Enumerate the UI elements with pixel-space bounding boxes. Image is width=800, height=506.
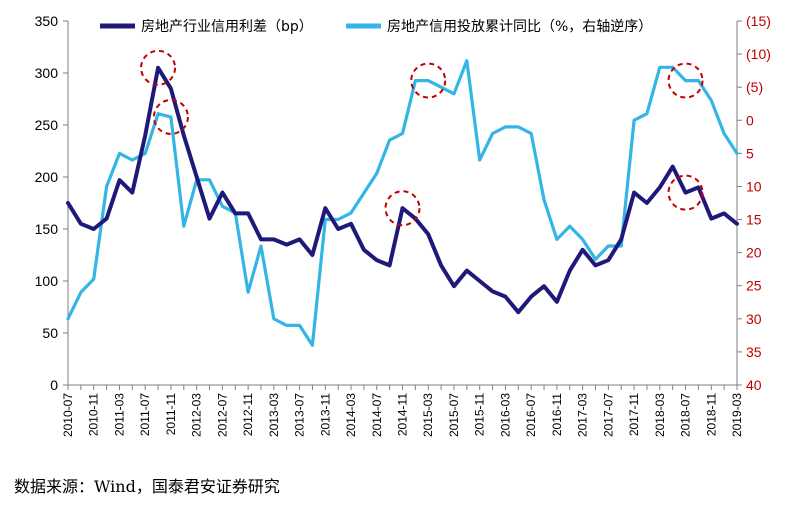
x-tick-label: 2013-11 xyxy=(318,393,332,436)
x-tick-label: 2019-03 xyxy=(730,393,744,437)
x-tick-label: 2017-11 xyxy=(627,393,641,436)
legend-label-credit-growth: 房地产信用投放累计同比（%，右轴逆序） xyxy=(387,19,652,35)
source-note: 数据来源：Wind，国泰君安证券研究 xyxy=(14,477,280,496)
x-tick-label: 2012-11 xyxy=(241,393,255,436)
y-right-tick-label: 0 xyxy=(746,112,754,128)
x-tick-label: 2011-11 xyxy=(164,393,178,436)
x-tick-label: 2017-07 xyxy=(601,393,615,437)
x-tick-label: 2010-07 xyxy=(61,393,75,437)
y-left-tick-label: 150 xyxy=(35,221,59,237)
y-right-tick-label: 15 xyxy=(746,212,762,228)
annotation-dashed-circle xyxy=(667,62,704,99)
annotation-dashed-circle xyxy=(140,49,177,86)
annotations xyxy=(140,49,704,227)
annotation-dashed-circle xyxy=(410,62,447,99)
x-tick-label: 2013-07 xyxy=(293,393,307,437)
legend: 房地产行业信用利差（bp） 房地产信用投放累计同比（%，右轴逆序） xyxy=(100,19,652,35)
x-tick-label: 2015-11 xyxy=(473,393,487,436)
legend-label-credit-spread: 房地产行业信用利差（bp） xyxy=(141,19,313,35)
x-tick-label: 2010-11 xyxy=(87,393,101,436)
annotation-dashed-circle xyxy=(667,174,704,211)
y-left-tick-label: 0 xyxy=(50,377,58,393)
x-tick-label: 2017-03 xyxy=(576,393,590,437)
y-left-tick-label: 100 xyxy=(35,273,59,289)
y-left-tick-label: 50 xyxy=(42,325,58,341)
x-tick-label: 2016-11 xyxy=(550,393,564,436)
y-right-tick-label: (10) xyxy=(746,46,771,62)
x-tick-label: 2016-03 xyxy=(498,393,512,437)
y-right-tick-label: 30 xyxy=(746,311,762,327)
series-lines xyxy=(66,59,739,347)
series-line-credit-growth xyxy=(66,59,739,347)
x-tick-label: 2016-07 xyxy=(524,393,538,437)
x-tick-label: 2014-07 xyxy=(370,393,384,437)
x-tick-label: 2012-03 xyxy=(190,393,204,437)
y-right-tick-label: (5) xyxy=(746,79,763,95)
series-line-credit-spread xyxy=(66,65,739,315)
y-right-tick-label: 20 xyxy=(746,245,762,261)
y-right-tick-label: 5 xyxy=(746,145,754,161)
y-right-tick-label: 35 xyxy=(746,344,762,360)
x-tick-label: 2011-03 xyxy=(112,393,126,436)
x-tick-label: 2018-11 xyxy=(704,393,718,436)
x-tick-label: 2018-07 xyxy=(679,393,693,437)
x-tick-label: 2012-07 xyxy=(215,393,229,437)
x-tick-label: 2014-03 xyxy=(344,393,358,437)
annotation-dashed-circle xyxy=(152,98,189,135)
annotation-dashed-circle xyxy=(384,190,421,227)
y-right-tick-label: 10 xyxy=(746,178,762,194)
y-left-tick-label: 350 xyxy=(35,13,59,29)
y-left-tick-label: 300 xyxy=(35,65,59,81)
x-tick-label: 2013-03 xyxy=(267,393,281,437)
x-tick-label: 2018-03 xyxy=(653,393,667,437)
y-left-tick-label: 200 xyxy=(35,169,59,185)
x-tick-label: 2014-11 xyxy=(396,393,410,436)
x-tick-label: 2015-07 xyxy=(447,393,461,437)
y-right-tick-label: 25 xyxy=(746,278,762,294)
y-left-tick-label: 250 xyxy=(35,117,59,133)
y-right-tick-label: (15) xyxy=(746,13,771,29)
axes: 0 50 100 150 200 250 300 350 (15) (10) (5) 0 5 10 15 20… xyxy=(35,13,771,437)
x-tick-label: 2015-03 xyxy=(421,393,435,437)
x-tick-label: 2011-07 xyxy=(138,393,152,436)
y-right-tick-label: 40 xyxy=(746,377,762,393)
